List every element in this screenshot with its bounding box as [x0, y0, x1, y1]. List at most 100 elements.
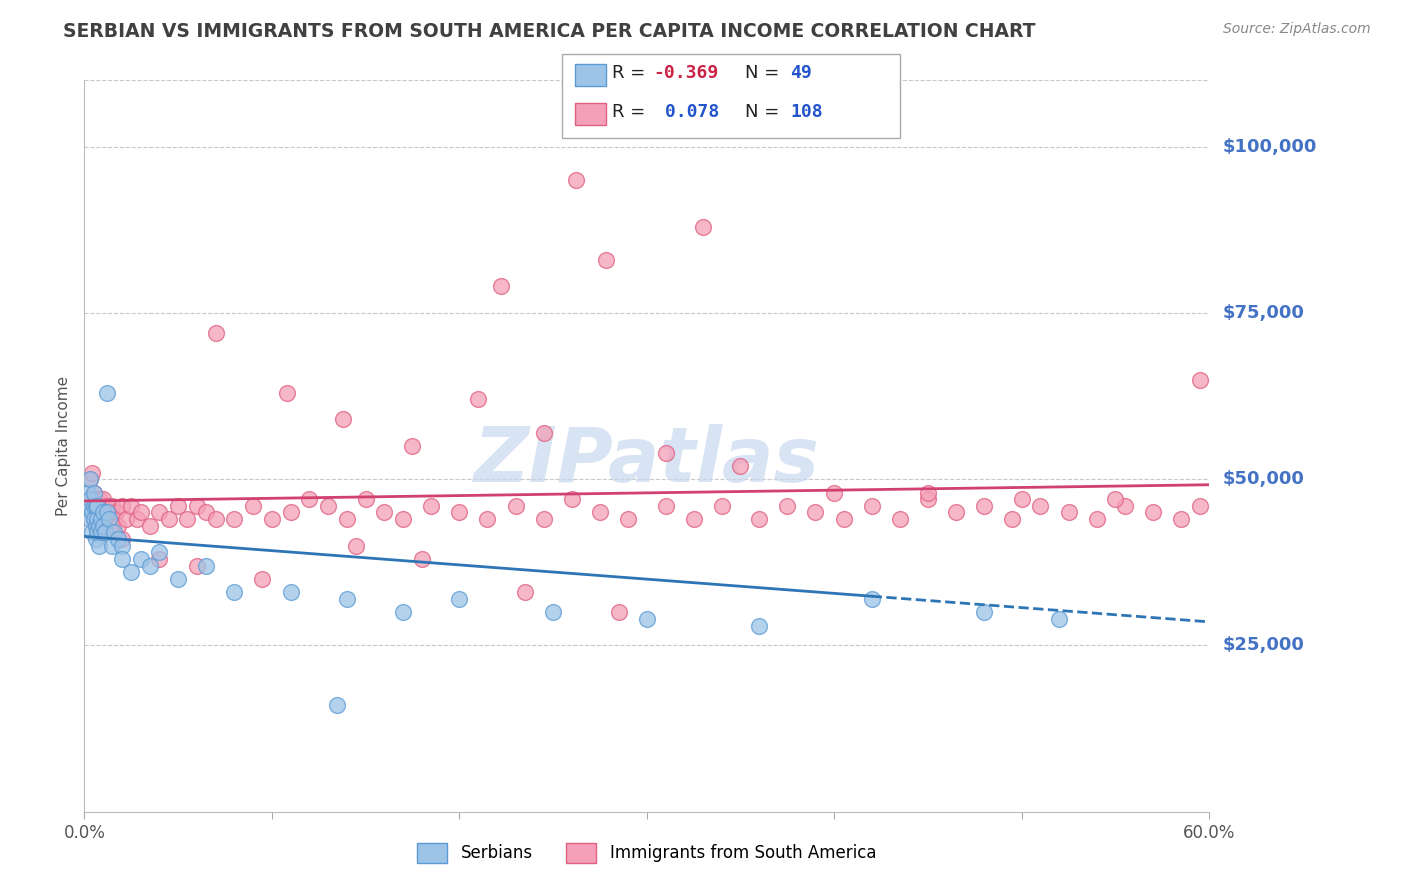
Point	[332, 412, 354, 426]
Text: N =: N =	[745, 64, 779, 82]
Point	[373, 506, 395, 520]
Point	[101, 525, 124, 540]
Point	[86, 499, 108, 513]
Point	[79, 472, 101, 486]
Point	[90, 525, 112, 540]
Point	[1114, 499, 1136, 513]
Point	[533, 512, 555, 526]
Point	[917, 485, 939, 500]
Point	[1085, 512, 1108, 526]
Point	[467, 392, 489, 407]
Point	[186, 558, 208, 573]
Point	[114, 512, 136, 526]
Point	[224, 585, 246, 599]
Point	[561, 492, 583, 507]
Point	[748, 618, 770, 632]
Point	[541, 605, 564, 619]
Point	[103, 512, 125, 526]
Point	[917, 492, 939, 507]
Point	[120, 566, 142, 580]
Text: SERBIAN VS IMMIGRANTS FROM SOUTH AMERICA PER CAPITA INCOME CORRELATION CHART: SERBIAN VS IMMIGRANTS FROM SOUTH AMERICA…	[63, 22, 1036, 41]
Point	[195, 558, 218, 573]
Point	[1104, 492, 1126, 507]
Point	[804, 506, 827, 520]
Point	[90, 512, 112, 526]
Point	[89, 539, 111, 553]
Point	[129, 506, 152, 520]
Point	[107, 518, 129, 533]
Point	[101, 499, 124, 513]
Point	[83, 512, 105, 526]
Point	[129, 552, 152, 566]
Point	[1188, 499, 1211, 513]
Point	[242, 499, 264, 513]
Point	[449, 506, 471, 520]
Point	[148, 552, 170, 566]
Point	[280, 585, 302, 599]
Point	[80, 466, 103, 480]
Point	[449, 591, 471, 606]
Point	[276, 385, 298, 400]
Point	[336, 512, 359, 526]
Point	[111, 532, 134, 546]
Point	[344, 539, 367, 553]
Point	[79, 512, 101, 526]
Point	[111, 499, 134, 513]
Point	[83, 499, 105, 513]
Point	[889, 512, 911, 526]
Point	[505, 499, 527, 513]
Point	[111, 552, 134, 566]
Text: $100,000: $100,000	[1223, 137, 1317, 156]
Text: ZIPatlas: ZIPatlas	[474, 424, 820, 498]
Point	[1142, 506, 1164, 520]
Point	[89, 518, 111, 533]
Text: $50,000: $50,000	[1223, 470, 1305, 488]
Point	[316, 499, 339, 513]
Point	[90, 512, 112, 526]
Point	[83, 485, 105, 500]
Point	[564, 173, 586, 187]
Point	[595, 252, 617, 267]
Point	[111, 539, 134, 553]
Point	[139, 518, 162, 533]
Point	[91, 506, 114, 520]
Point	[94, 525, 117, 540]
Point	[90, 499, 112, 513]
Point	[195, 506, 218, 520]
Point	[617, 512, 640, 526]
Point	[80, 525, 103, 540]
Point	[77, 485, 100, 500]
Point	[80, 492, 103, 507]
Point	[477, 512, 499, 526]
Point	[354, 492, 377, 507]
Point	[107, 532, 129, 546]
Point	[91, 518, 114, 533]
Point	[832, 512, 855, 526]
Text: Source: ZipAtlas.com: Source: ZipAtlas.com	[1223, 22, 1371, 37]
Point	[1170, 512, 1192, 526]
Point	[710, 499, 733, 513]
Point	[654, 445, 676, 459]
Point	[204, 512, 226, 526]
Point	[79, 472, 101, 486]
Point	[97, 512, 120, 526]
Point	[157, 512, 180, 526]
Point	[84, 499, 107, 513]
Y-axis label: Per Capita Income: Per Capita Income	[56, 376, 72, 516]
Point	[167, 572, 190, 586]
Point	[636, 612, 658, 626]
Point	[91, 492, 114, 507]
Point	[204, 326, 226, 340]
Point	[1188, 372, 1211, 386]
Point	[860, 499, 883, 513]
Point	[945, 506, 967, 520]
Point	[89, 492, 111, 507]
Point	[84, 518, 107, 533]
Point	[86, 525, 108, 540]
Point	[84, 532, 107, 546]
Point	[148, 506, 170, 520]
Point	[139, 558, 162, 573]
Point	[96, 506, 118, 520]
Point	[1047, 612, 1070, 626]
Point	[260, 512, 283, 526]
